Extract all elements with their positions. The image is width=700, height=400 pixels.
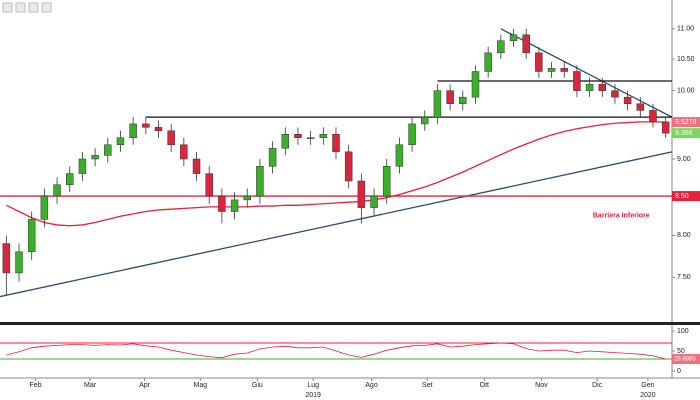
candle-body [53,184,61,197]
candle-body [65,173,74,185]
candle-body [243,195,251,201]
candle-body [104,144,112,156]
x-tick-label: Gen [641,382,654,389]
candle-body [40,195,49,220]
rsi-tick-label: 50 [677,348,685,355]
candle-body [395,144,404,167]
candle-body [370,195,378,208]
candle-body [433,90,442,118]
candle-body [281,133,290,149]
x-tick-label: Set [422,382,433,389]
x-tick-label: Lug [307,382,319,389]
x-tick-label: Ago [365,382,378,389]
candle-body [623,96,632,105]
x-tick-label: Apr [139,382,151,389]
candle-body [421,116,429,125]
x-tick-label: Nov [535,382,548,389]
y-tick-label: 9.00 [677,156,691,163]
candle-body [382,165,391,197]
candle-body [205,173,213,197]
tool-icon[interactable] [41,2,52,13]
candle-body [167,130,175,145]
candle-body [268,148,277,167]
rsi-line [6,342,666,360]
rsi-tick-label: 100 [677,328,689,335]
tool-icon[interactable] [28,2,39,13]
year-label: 2020 [640,392,656,399]
candle-body [256,165,264,197]
candle-body [509,34,518,41]
axis-tag-label: 8.50 [675,193,689,200]
candle-body [573,71,581,91]
candle-body [154,127,163,132]
axis-tag [672,117,700,128]
candle-body [649,110,657,123]
candle-body [180,144,188,160]
candle-body [116,137,125,145]
candle-body [497,40,505,54]
candle-body [484,52,492,72]
y-tick-label: 7.50 [677,274,691,281]
tool-icon[interactable] [2,2,13,13]
candle-body [357,180,366,208]
x-tick-label: Ott [480,382,489,389]
candle-body [560,68,568,72]
y-tick-label: 11.00 [677,26,694,33]
trendline [0,151,673,298]
candle-body [459,96,467,105]
candle-body [91,155,99,160]
year-label: 2019 [305,392,321,399]
candle-body [611,90,619,98]
candle-body [408,123,416,145]
toolbar [2,2,52,13]
candle-body [2,243,11,274]
rsi-tick-label: 0 [677,368,681,375]
candle-body [319,133,328,138]
axis-tag-label: 9.366 [675,130,693,137]
candle-body [142,123,150,128]
candle-body [294,133,302,138]
candle-body [230,199,239,212]
candle-body [27,219,36,253]
moving-average [6,121,666,227]
candle-body [15,251,23,274]
candle-body [522,34,530,54]
candle-body [598,83,607,91]
candle-body [129,123,137,138]
rsi-tag [672,354,700,365]
candle-body [344,151,353,182]
x-tick-label: Mar [84,382,97,389]
candle-body [547,68,556,72]
x-tick-label: Mag [194,382,208,389]
annotation: Barriera Inferiore [593,212,650,219]
candle-body [446,90,454,105]
y-tick-label: 10.00 [677,87,695,94]
candle-body [471,71,480,98]
x-tick-label: Dic [592,382,603,389]
candle-body [636,103,645,111]
candle-body [332,133,340,153]
panel-separator [0,322,700,325]
rsi-tag-label: 29.8985 [674,357,696,363]
candle-body [218,195,226,212]
candle-body [535,52,543,72]
tool-icon[interactable] [15,2,26,13]
candle-body [585,83,594,91]
candle-body [192,158,201,174]
candle-body [661,121,670,134]
x-tick-label: Giu [252,382,263,389]
candle-body [78,158,87,174]
axis-tag [672,191,700,202]
x-tick-label: Feb [29,382,41,389]
y-tick-label: 10.50 [677,56,695,63]
candle-body [306,137,315,139]
y-tick-label: 8.00 [677,232,691,239]
axis-tag-label: 9.5278 [675,119,697,126]
axis-tag [672,128,700,139]
